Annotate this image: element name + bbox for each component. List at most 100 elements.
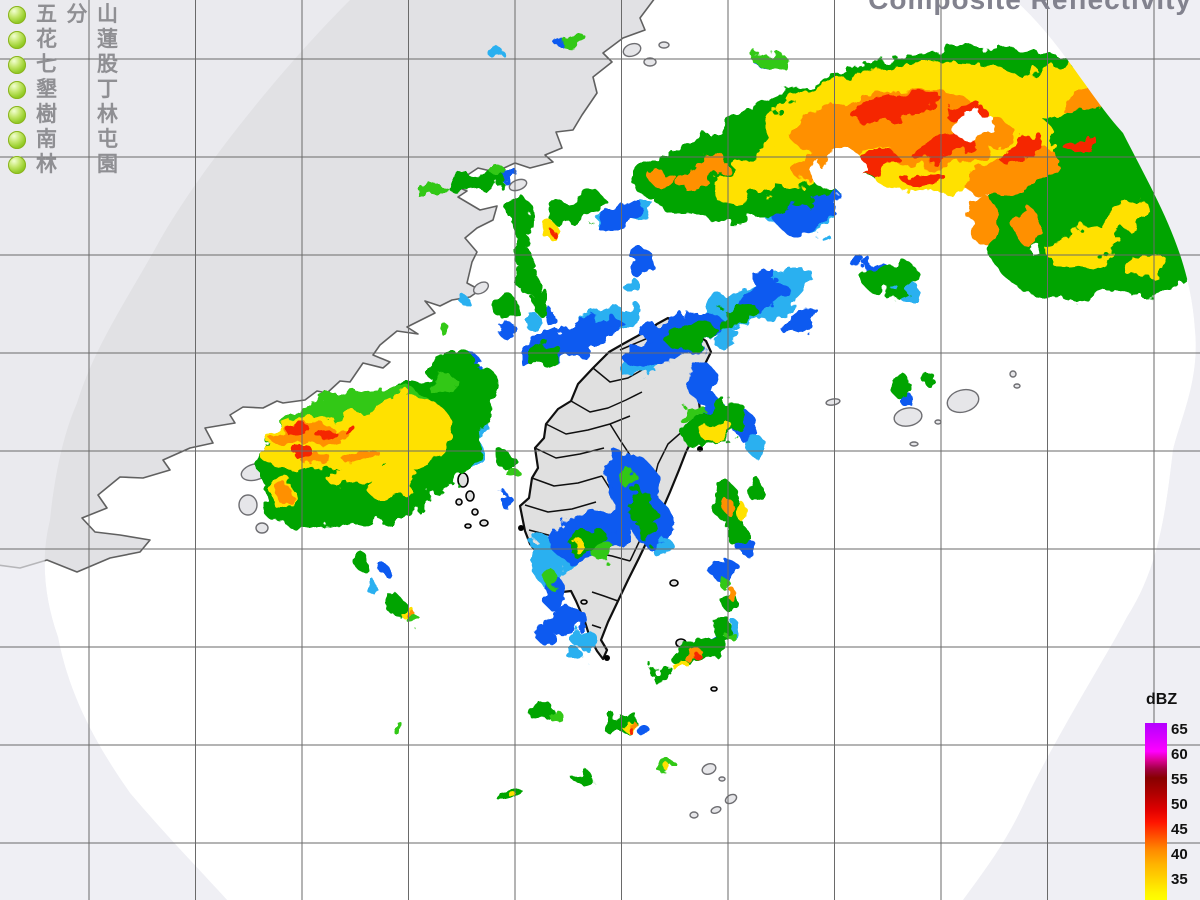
echo-cell [496, 453, 516, 469]
station-toggle[interactable]: 林園 [8, 152, 118, 177]
echo-cell [489, 165, 505, 175]
island-shape [825, 398, 841, 406]
dbz-tick-label: 65 [1171, 721, 1188, 738]
echo-cell [360, 395, 452, 469]
station-toggle[interactable]: 墾丁 [8, 77, 118, 102]
echo-cell [851, 91, 943, 123]
echo-cell [716, 304, 758, 330]
site-marker [518, 525, 524, 531]
echo-cell [595, 201, 645, 231]
island-shape [718, 776, 726, 782]
echo-cell [276, 484, 292, 504]
echo-cell [711, 560, 741, 582]
echo-cell [966, 148, 1058, 196]
page-title: Composite Reflectivity [868, 0, 1192, 16]
station-status-icon [8, 5, 26, 24]
county-border [570, 391, 643, 413]
echo-cell [394, 720, 402, 736]
station-toggle[interactable]: 樹林 [8, 102, 118, 127]
station-toggle[interactable]: 花蓮 [8, 27, 118, 52]
echo-cell [429, 376, 459, 396]
dbz-tick-label: 60 [1171, 746, 1188, 763]
echo-cell [344, 427, 358, 435]
island-shape [455, 498, 463, 506]
echo-cell [679, 404, 705, 424]
island-shape [238, 494, 258, 516]
station-name: 林園 [36, 153, 118, 176]
echo-cell [505, 788, 513, 794]
island-shape [479, 519, 489, 527]
echo-cell [686, 360, 718, 404]
echo-cell [695, 655, 703, 661]
island-shape [1009, 370, 1017, 378]
echo-cell [461, 298, 471, 306]
station-name: 南屯 [36, 128, 118, 151]
echo-cell [528, 702, 554, 720]
dbz-tick-label: 35 [1171, 871, 1188, 888]
echo-cell [520, 265, 538, 297]
echo-cell [591, 542, 615, 560]
echo-cell [998, 137, 1048, 163]
station-toggle[interactable]: 南屯 [8, 127, 118, 152]
echo-cell [294, 445, 314, 461]
echo-cell [711, 614, 731, 638]
echo-cell [718, 578, 730, 588]
echo-cell [1100, 199, 1148, 233]
echo-cell [851, 257, 867, 269]
county-border [591, 624, 602, 629]
echo-cell [343, 447, 379, 465]
echo-cell [754, 52, 786, 68]
echo-cell [702, 420, 732, 442]
echo-cell [628, 489, 654, 525]
echo-cell [677, 154, 727, 190]
echo-cell [1123, 253, 1167, 277]
station-name: 樹林 [36, 103, 118, 126]
echo-cell [1029, 245, 1043, 255]
island-shape [580, 599, 588, 605]
station-name: 五分山 [36, 3, 118, 26]
station-toggle[interactable]: 七股 [8, 52, 118, 77]
dbz-tick-label: 55 [1171, 771, 1188, 788]
dbz-colorbar [1145, 723, 1167, 900]
minor-islands [455, 472, 718, 692]
echo-cell [417, 184, 447, 198]
echo-cell [893, 372, 909, 400]
island-shape [689, 811, 699, 819]
island-shape [1013, 383, 1021, 389]
site-marker [604, 655, 610, 661]
echo-cell [527, 344, 563, 368]
echo-cell [735, 502, 747, 520]
echo-cell [639, 520, 659, 544]
echo-cell [625, 725, 631, 731]
echo-cell [952, 112, 996, 140]
radar-station-list: 五分山花蓮七股墾丁樹林南屯林園 [8, 2, 118, 177]
county-border [591, 591, 619, 602]
echo-cell [921, 368, 931, 384]
island-shape [464, 523, 472, 529]
island-shape [255, 522, 269, 534]
station-toggle[interactable]: 五分山 [8, 2, 118, 27]
echo-cell [526, 312, 540, 332]
island-shape [701, 763, 717, 775]
echo-cell [1064, 137, 1100, 153]
echo-cell [285, 422, 309, 436]
echo-cell [621, 277, 639, 291]
echo-cell [424, 352, 476, 380]
dbz-tick-label: 40 [1171, 846, 1188, 863]
echo-cell [782, 307, 820, 337]
station-name: 花蓮 [36, 28, 118, 51]
echo-cell [536, 628, 556, 644]
echo-cell [598, 507, 634, 535]
island-shape [622, 42, 642, 58]
echo-cell [621, 469, 637, 489]
echo-cell [673, 661, 689, 671]
county-border [531, 475, 603, 487]
island-shape [472, 281, 490, 295]
echo-cell [366, 578, 376, 594]
echo-cell [498, 323, 518, 339]
island-shape [643, 57, 657, 67]
echo-cell [665, 766, 673, 772]
station-status-icon [8, 55, 26, 74]
